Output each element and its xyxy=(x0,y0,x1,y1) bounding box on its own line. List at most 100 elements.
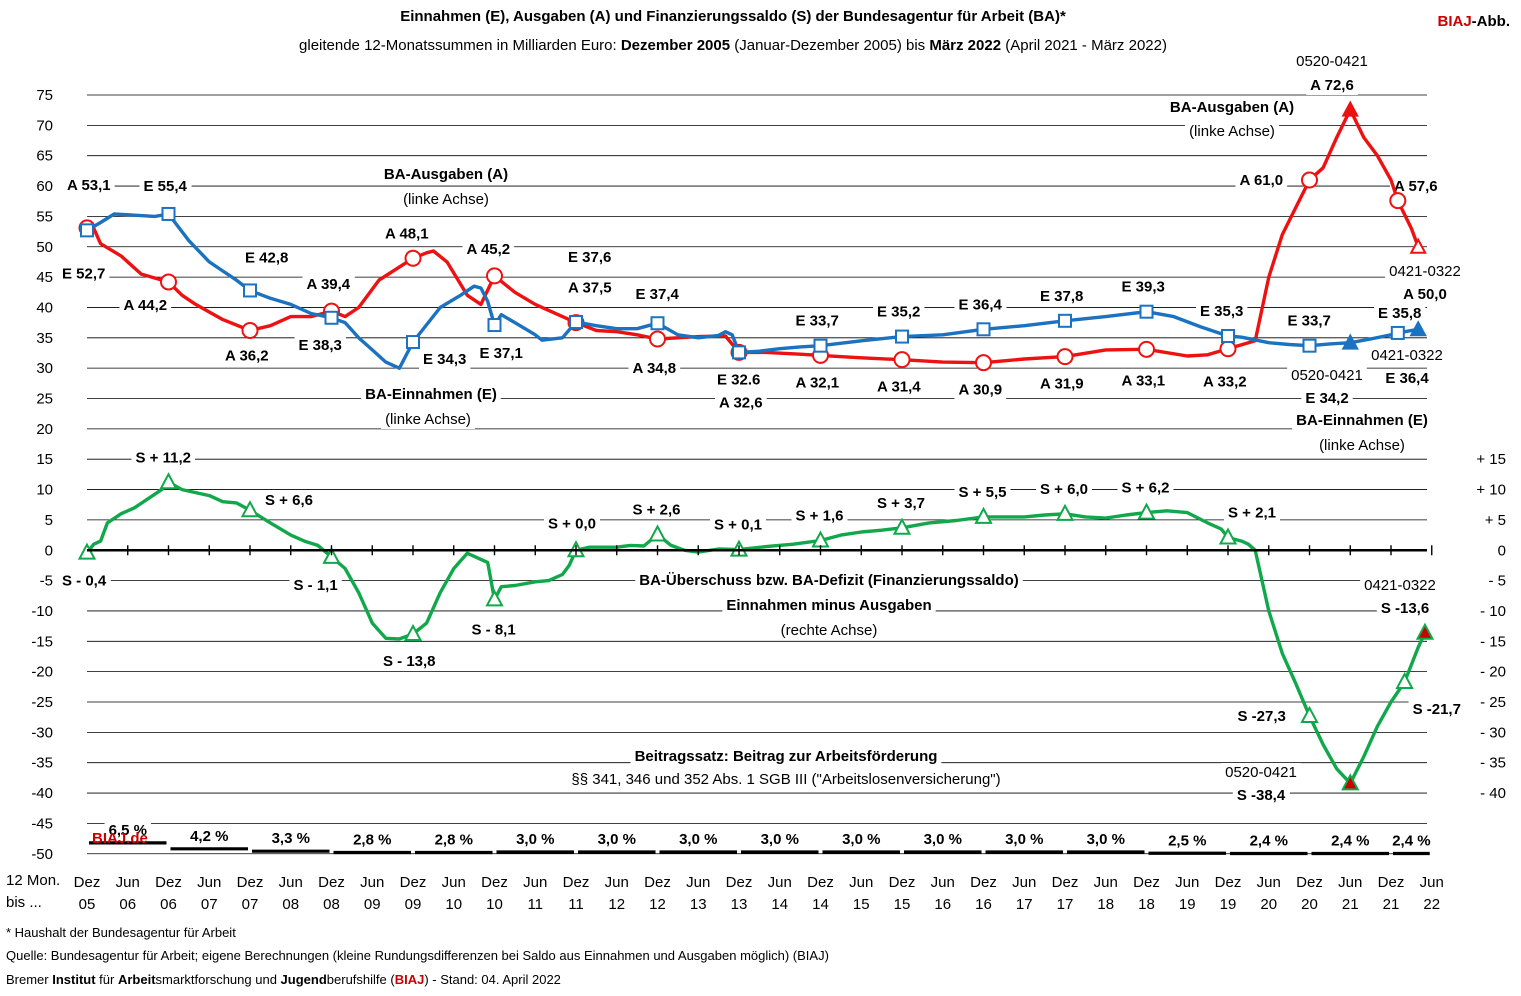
data-label-group: A 39,4 xyxy=(302,275,355,295)
data-label-group: E 55,4 xyxy=(139,176,192,196)
saldo-marker xyxy=(1395,671,1414,689)
fixed-label: A 57,6 xyxy=(1394,178,1438,195)
data-label-bg xyxy=(63,175,115,195)
y-tick-label: 10 xyxy=(36,482,53,499)
data-label-bg xyxy=(139,176,192,196)
institute-fragment: Jugend xyxy=(281,972,327,987)
data-label-group: A 30,9 xyxy=(954,380,1007,400)
data-label: S + 6,6 xyxy=(265,492,313,509)
data-label-group: E 36,4 xyxy=(954,295,1007,315)
ausgaben-line xyxy=(85,107,1420,365)
einnahmen-line xyxy=(85,212,1420,370)
einnahmen-marker xyxy=(324,310,339,325)
fixed-label-group: (rechte Achse) xyxy=(776,621,882,640)
fixed-label-bg xyxy=(1390,177,1442,196)
fixed-label: BA-Einnahmen (E) xyxy=(1296,412,1428,429)
fixed-label: (linke Achse) xyxy=(403,191,489,208)
fixed-label-group: BA-Einnahmen (E) xyxy=(361,385,501,404)
data-label: S + 0,1 xyxy=(714,517,762,534)
einnahmen-marker xyxy=(161,206,176,221)
y2-tick-label: - 20 xyxy=(1480,664,1506,681)
fixed-label-group: Einnahmen minus Ausgaben xyxy=(722,596,936,615)
data-label: E 37,1 xyxy=(480,345,523,362)
beitragssatz-label: 3,3 % xyxy=(272,830,310,847)
data-label: S + 6,2 xyxy=(1122,480,1170,497)
x-tick-label: 13 xyxy=(690,896,707,913)
data-label: E 32.6 xyxy=(717,371,760,388)
ausgaben-marker xyxy=(1138,340,1156,358)
beitragssatz-label: 3,0 % xyxy=(761,831,799,848)
data-label: A 48,1 xyxy=(385,225,429,242)
fixed-label-bg xyxy=(1385,262,1465,281)
data-label: S + 2,6 xyxy=(633,501,681,518)
data-label-bg xyxy=(462,239,515,259)
ausgaben-marker xyxy=(241,322,259,340)
einnahmen-marker xyxy=(650,316,665,331)
data-label-group: A 31,9 xyxy=(1036,374,1088,394)
fixed-label-group: 0520-0421 xyxy=(1221,763,1301,782)
beitragssatz-label-bg xyxy=(349,830,396,850)
institute-fragment: smarktforschung und xyxy=(156,972,281,987)
data-label-bg xyxy=(381,224,433,244)
einnahmen-marker xyxy=(80,223,94,238)
saldo-marker xyxy=(77,542,97,560)
x-tick-label: Jun xyxy=(116,874,140,891)
y2-tick-label: + 10 xyxy=(1476,482,1506,499)
x-tick-label: Dez xyxy=(1378,874,1405,891)
fixed-label: BA-Ausgaben (A) xyxy=(1170,99,1294,116)
y-tick-label: -10 xyxy=(31,603,53,620)
saldo-marker xyxy=(1341,773,1360,791)
fixed-label-group: 0520-0421 xyxy=(1287,366,1367,385)
data-label: E 35,2 xyxy=(877,304,920,321)
fixed-label: E 35,8 xyxy=(1378,305,1421,322)
y-tick-label: 35 xyxy=(36,330,53,347)
x-tick-label: 11 xyxy=(527,896,543,913)
x-tick-label: 11 xyxy=(568,896,584,913)
einnahmen-marker xyxy=(1058,313,1073,328)
x-tick-label: Dez xyxy=(1296,874,1323,891)
y-tick-label: 75 xyxy=(36,87,53,104)
data-label: S - 13,8 xyxy=(383,653,436,670)
data-label: A 32,6 xyxy=(719,394,763,411)
beitragssatz-title-bg xyxy=(630,747,942,766)
data-label: S + 1,6 xyxy=(796,508,844,525)
x-tick-label: 21 xyxy=(1383,896,1400,913)
fixed-label-bg xyxy=(1367,346,1447,365)
x-tick-label: Dez xyxy=(970,874,997,891)
beitragssatz-label-bg xyxy=(267,829,314,849)
data-label-bg xyxy=(715,393,767,413)
fixed-label: BA-Einnahmen (E) xyxy=(365,386,497,403)
x-tick-label: 15 xyxy=(894,896,911,913)
x-tick-label: Jun xyxy=(1094,874,1118,891)
x-tick-label: Jun xyxy=(931,874,955,891)
saldo-marker xyxy=(648,524,667,542)
beitragssatz-label-group: 2,4 % xyxy=(1327,831,1374,851)
beitragssatz-label-bg xyxy=(593,829,640,849)
fixed-label-bg xyxy=(1399,285,1451,304)
data-label-group: E 33,7 xyxy=(1283,311,1335,331)
data-label-group: E 38,3 xyxy=(294,335,346,355)
fixed-label-group: BA-Einnahmen (E) xyxy=(1292,411,1432,430)
x-row-label: 12 Mon. xyxy=(6,872,60,889)
data-label-group: E 37,6 xyxy=(564,248,616,268)
x-tick-label: 17 xyxy=(1057,896,1074,913)
data-label-bg xyxy=(1233,706,1290,726)
beitragssatz-label-group: 3,0 % xyxy=(1001,829,1048,849)
ausgaben-marker xyxy=(1056,348,1074,366)
data-label-group: S - 13,8 xyxy=(379,652,440,672)
x-tick-label: Dez xyxy=(400,874,427,891)
data-label-bg xyxy=(475,344,527,364)
data-label-group: S - 0,4 xyxy=(58,571,111,591)
data-label-group: S + 6,6 xyxy=(261,491,317,511)
data-label-group: S - 8,1 xyxy=(467,620,520,640)
data-label-group: A 32,6 xyxy=(715,393,767,413)
beitragssatz-label-group: 4,2 % xyxy=(186,826,233,846)
saldo-marker xyxy=(403,623,423,642)
y-tick-label: -15 xyxy=(31,633,53,650)
data-label-bg xyxy=(1117,478,1174,498)
data-label: S - 1,1 xyxy=(294,577,338,594)
data-label-bg xyxy=(289,575,342,595)
beitragssatz-label-bg xyxy=(1245,831,1292,851)
data-label-group: E 52,7 xyxy=(58,264,110,284)
ausgaben-marker xyxy=(1219,340,1237,358)
